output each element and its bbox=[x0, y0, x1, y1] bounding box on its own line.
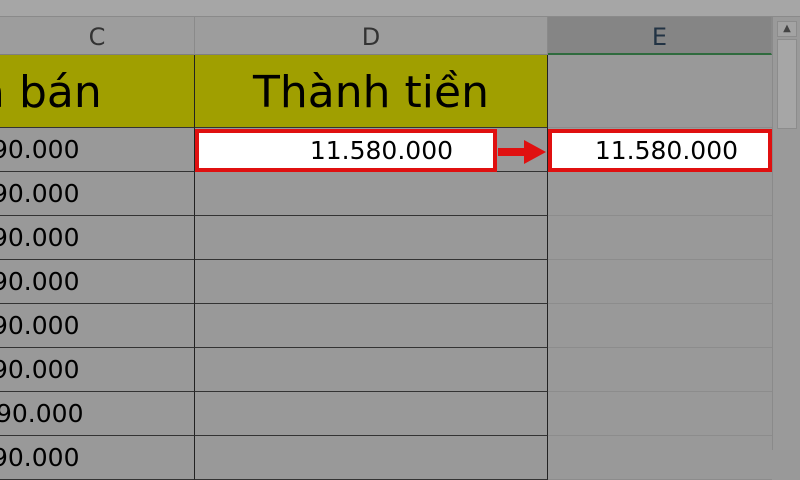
cell-d[interactable] bbox=[195, 348, 548, 392]
arrow-right-icon bbox=[498, 140, 546, 164]
column-header-e[interactable]: E bbox=[548, 17, 772, 55]
cell-text: 11.580.000 bbox=[594, 136, 738, 165]
cell-d[interactable] bbox=[195, 436, 548, 480]
cell-text: á bán bbox=[0, 67, 102, 118]
cell-c-header[interactable]: á bán bbox=[0, 55, 195, 128]
cell-text: Thành tiền bbox=[253, 67, 489, 118]
cell-e-value-highlighted[interactable]: 11.580.000 bbox=[548, 129, 772, 172]
cell-c-value[interactable]: 90.000 bbox=[0, 216, 195, 260]
cell-d[interactable] bbox=[195, 172, 548, 216]
cell-text: 90.000 bbox=[0, 399, 84, 428]
cell-c-value[interactable]: 90.000 bbox=[0, 260, 195, 304]
cell-e[interactable] bbox=[548, 172, 772, 216]
cell-c-value[interactable]: 90.000 bbox=[0, 304, 195, 348]
column-header-d[interactable]: D bbox=[195, 17, 548, 55]
cell-e[interactable] bbox=[548, 436, 772, 480]
cell-c-value[interactable]: 90.000 bbox=[0, 128, 195, 172]
cell-text: 90.000 bbox=[0, 179, 80, 208]
cell-text: 90.000 bbox=[0, 267, 80, 296]
cell-text: 90.000 bbox=[0, 135, 80, 164]
cell-text: 90.000 bbox=[0, 443, 80, 472]
cell-e[interactable] bbox=[548, 392, 772, 436]
column-label: C bbox=[88, 23, 106, 51]
cell-e[interactable] bbox=[548, 304, 772, 348]
cell-c-value[interactable]: 90.000 bbox=[0, 436, 195, 480]
cell-d-value-highlighted[interactable]: 11.580.000 bbox=[195, 129, 497, 172]
column-label: D bbox=[361, 23, 381, 51]
cell-c-value[interactable]: 90.000 bbox=[0, 392, 195, 436]
cell-d[interactable] bbox=[195, 216, 548, 260]
cell-c-value[interactable]: 90.000 bbox=[0, 172, 195, 216]
cell-d-header[interactable]: Thành tiền bbox=[195, 55, 548, 128]
chevron-up-icon[interactable]: ▲ bbox=[777, 21, 797, 37]
cell-text: 90.000 bbox=[0, 223, 80, 252]
cell-c-value[interactable]: 90.000 bbox=[0, 348, 195, 392]
cell-d[interactable] bbox=[195, 392, 548, 436]
cell-e[interactable] bbox=[548, 216, 772, 260]
vertical-scrollbar[interactable]: ▲ bbox=[772, 17, 800, 450]
cell-e[interactable] bbox=[548, 260, 772, 304]
cell-d[interactable] bbox=[195, 260, 548, 304]
toolbar-strip bbox=[0, 0, 800, 17]
column-header-c[interactable]: C bbox=[0, 17, 195, 55]
cell-e-header[interactable] bbox=[548, 55, 772, 128]
cell-text: 11.580.000 bbox=[309, 136, 453, 165]
cell-text: 90.000 bbox=[0, 355, 80, 384]
scrollbar-thumb[interactable] bbox=[777, 39, 797, 129]
cell-e[interactable] bbox=[548, 348, 772, 392]
column-label: E bbox=[651, 23, 668, 51]
cell-d[interactable] bbox=[195, 304, 548, 348]
cell-text: 90.000 bbox=[0, 311, 80, 340]
